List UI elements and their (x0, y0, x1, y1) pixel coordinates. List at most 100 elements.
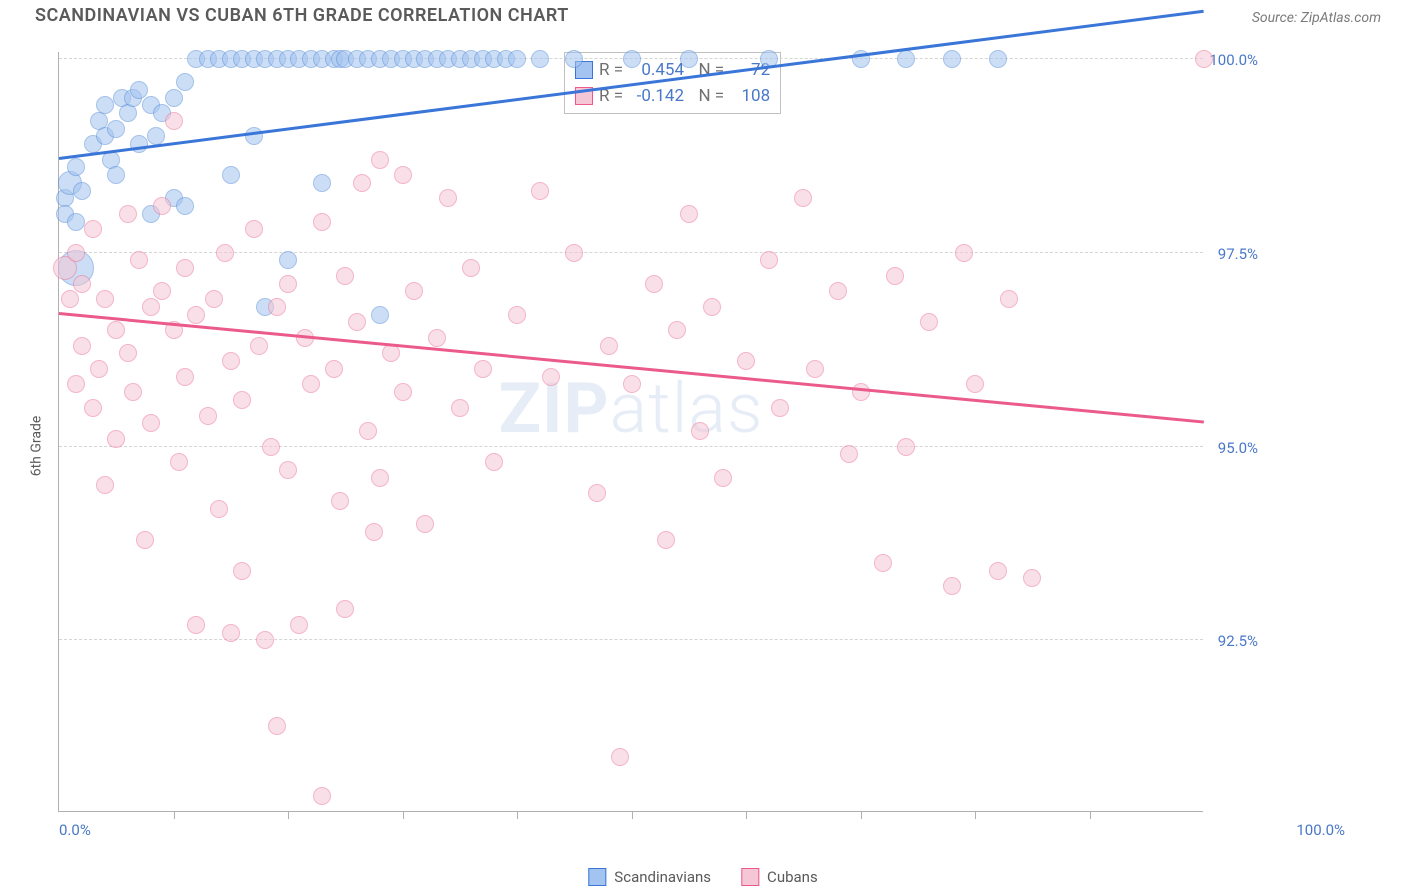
scatter-point (886, 267, 904, 285)
scatter-point (136, 531, 154, 549)
x-tick-mark (1090, 811, 1091, 819)
x-tick-mark (403, 811, 404, 819)
scatter-point (96, 96, 114, 114)
scatter-point (394, 166, 412, 184)
y-tick-label: 100.0% (1209, 51, 1258, 69)
scatter-point (623, 375, 641, 393)
scatter-point (67, 158, 85, 176)
scatter-point (331, 492, 349, 510)
scatter-point (353, 174, 371, 192)
scatter-point (365, 523, 383, 541)
scatter-point (691, 422, 709, 440)
scatter-point (222, 166, 240, 184)
scatter-point (485, 453, 503, 471)
scatter-point (205, 290, 223, 308)
scatter-point (233, 562, 251, 580)
x-tick-mark (632, 811, 633, 819)
scatter-point (668, 321, 686, 339)
scatter-point (1195, 50, 1213, 68)
scatter-point (176, 197, 194, 215)
scatter-point (142, 298, 160, 316)
swatch-icon (588, 868, 606, 886)
scatter-point (439, 189, 457, 207)
scatter-point (176, 368, 194, 386)
scatter-point (542, 368, 560, 386)
scatter-point (920, 313, 938, 331)
scatter-point (371, 151, 389, 169)
scatter-point (760, 251, 778, 269)
scatter-point (245, 220, 263, 238)
scatter-point (394, 383, 412, 401)
x-tick-mark (517, 811, 518, 819)
scatter-point (279, 461, 297, 479)
scatter-point (142, 414, 160, 432)
scatter-point (222, 624, 240, 642)
scatter-point (588, 484, 606, 502)
scatter-point (325, 360, 343, 378)
scatter-point (737, 352, 755, 370)
scatter-point (165, 89, 183, 107)
scatter-point (165, 112, 183, 130)
y-tick-label: 97.5% (1218, 245, 1258, 263)
scatter-point (508, 306, 526, 324)
y-axis-label: 6th Grade (28, 416, 44, 477)
x-tick-mark (861, 811, 862, 819)
scatter-point (216, 244, 234, 262)
scatter-point (897, 438, 915, 456)
scatter-point (245, 127, 263, 145)
scatter-point (119, 344, 137, 362)
stat-r-value: -0.142 (629, 86, 684, 106)
scatter-point (313, 213, 331, 231)
scatter-point (829, 282, 847, 300)
scatter-point (371, 469, 389, 487)
scatter-point (897, 50, 915, 68)
scatter-point (989, 50, 1007, 68)
scatter-point (119, 104, 137, 122)
stats-box: R = 0.454 N = 72 R = -0.142 N = 108 (564, 52, 781, 114)
legend-item-2: Cubans (741, 868, 818, 886)
chart-title: SCANDINAVIAN VS CUBAN 6TH GRADE CORRELAT… (35, 5, 569, 26)
scatter-point (405, 282, 423, 300)
scatter-point (313, 174, 331, 192)
x-tick-label: 100.0% (1296, 821, 1345, 839)
scatter-point (67, 375, 85, 393)
scatter-point (382, 344, 400, 362)
scatter-point (176, 259, 194, 277)
plot-container: ZIPatlas R = 0.454 N = 72 R = -0.142 N =… (58, 52, 1203, 812)
scatter-point (955, 244, 973, 262)
scatter-point (840, 445, 858, 463)
scatter-point (96, 290, 114, 308)
scatter-point (989, 562, 1007, 580)
legend-label: Cubans (767, 868, 818, 886)
scatter-point (210, 500, 228, 518)
scatter-point (96, 476, 114, 494)
scatter-point (657, 531, 675, 549)
scatter-point (67, 244, 85, 262)
legend-item-1: Scandinavians (588, 868, 711, 886)
scatter-point (794, 189, 812, 207)
scatter-point (623, 50, 641, 68)
scatter-point (176, 73, 194, 91)
y-tick-label: 92.5% (1218, 632, 1258, 650)
scatter-point (107, 120, 125, 138)
scatter-point (73, 337, 91, 355)
scatter-point (1000, 290, 1018, 308)
stat-n-value: 108 (730, 86, 770, 106)
scatter-point (714, 469, 732, 487)
scatter-point (119, 205, 137, 223)
scatter-point (199, 407, 217, 425)
plot-area: ZIPatlas R = 0.454 N = 72 R = -0.142 N =… (58, 52, 1203, 812)
scatter-point (73, 275, 91, 293)
scatter-point (130, 251, 148, 269)
source-label: Source: ZipAtlas.com (1252, 10, 1381, 26)
scatter-point (565, 50, 583, 68)
scatter-point (336, 267, 354, 285)
legend-bottom: Scandinavians Cubans (588, 868, 817, 886)
scatter-point (107, 321, 125, 339)
scatter-point (256, 631, 274, 649)
scatter-point (262, 438, 280, 456)
legend-label: Scandinavians (614, 868, 711, 886)
y-tick-label: 95.0% (1218, 439, 1258, 457)
scatter-point (130, 135, 148, 153)
scatter-point (313, 787, 331, 805)
